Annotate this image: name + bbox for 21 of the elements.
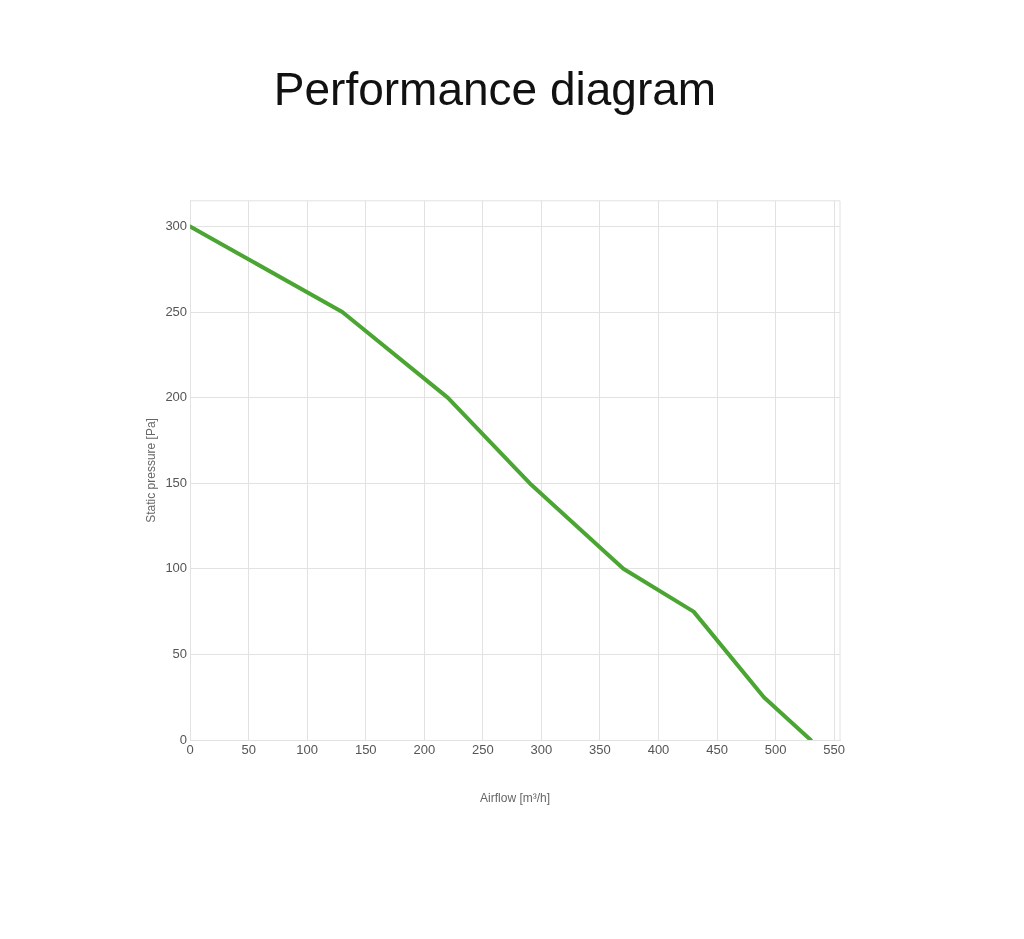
y-tick-label: 200 [165, 389, 188, 405]
x-tick-label: 100 [296, 742, 319, 758]
x-tick-label: 400 [647, 742, 670, 758]
x-tick-label: 350 [589, 742, 611, 758]
y-tick-label: 150 [165, 474, 188, 490]
x-tick-label: 550 [823, 742, 845, 758]
y-tick-label: 300 [165, 218, 188, 234]
x-tick-label: 250 [471, 742, 494, 758]
x-tick-label: 300 [530, 742, 553, 758]
y-tick-label: 250 [165, 303, 188, 319]
y-tick-label: 0 [179, 731, 188, 747]
x-tick-label: 450 [706, 742, 728, 758]
x-tick-label: 200 [413, 742, 436, 758]
x-axis-title: Airflow [m³/h] [480, 791, 551, 806]
x-tick-label: 50 [241, 742, 256, 758]
y-axis-title: Static pressure [Pa] [143, 418, 158, 523]
y-tick-label: 50 [172, 645, 188, 661]
x-tick-label: 500 [764, 742, 787, 758]
x-tick-label: 150 [354, 742, 377, 758]
chart-title: Performance diagram [272, 62, 718, 116]
y-tick-label: 100 [165, 560, 188, 576]
